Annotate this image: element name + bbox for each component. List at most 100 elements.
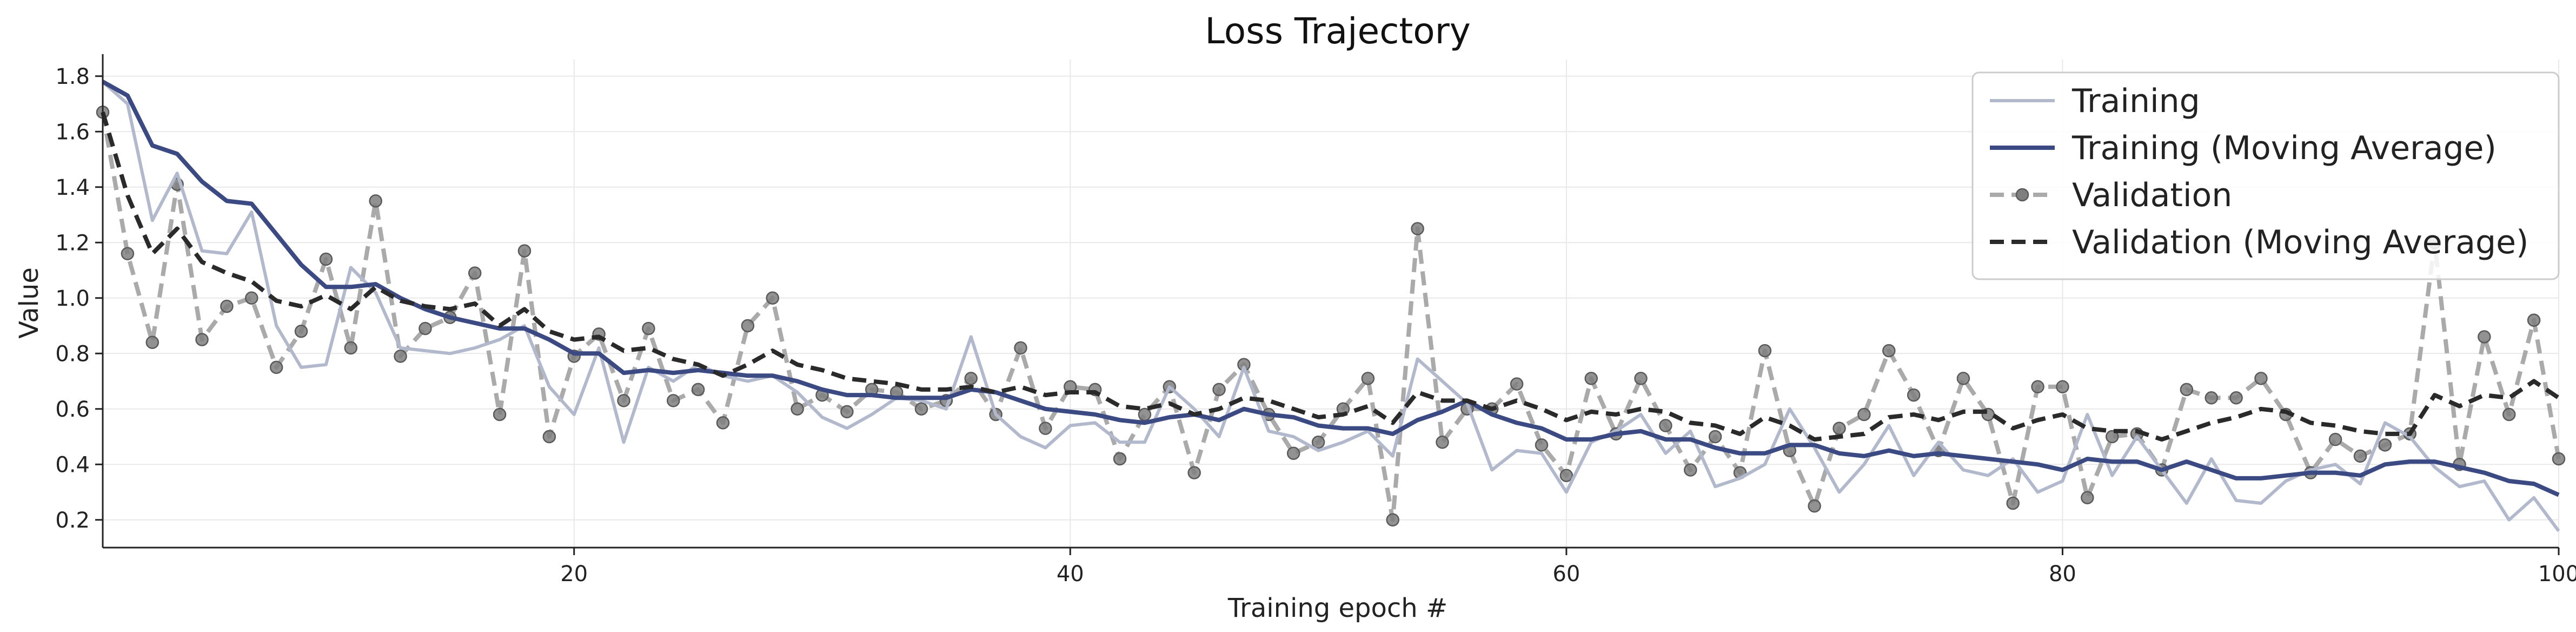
- validation-point-18: [517, 244, 532, 258]
- y-tick-label-0.2: 0.2: [55, 508, 90, 533]
- validation-point-81: [2081, 491, 2094, 504]
- y-tick-label-1.2: 1.2: [55, 231, 90, 255]
- series-layer: [96, 80, 2566, 532]
- validation-point-92: [2353, 449, 2367, 463]
- y-tick-label-1.6: 1.6: [55, 120, 90, 144]
- validation-point-66: [1708, 430, 1722, 444]
- validation-point-28: [766, 291, 779, 305]
- validation-point-17: [493, 407, 507, 422]
- validation-point-99: [2527, 313, 2541, 327]
- validation-point-13: [394, 350, 407, 363]
- validation-point-23: [642, 321, 655, 335]
- legend-label-validation: Validation: [2072, 176, 2232, 214]
- y-tick-label-1.8: 1.8: [55, 64, 90, 89]
- validation-point-55: [1436, 436, 1449, 449]
- series-training: [102, 80, 2560, 532]
- validation-point-42: [1113, 452, 1127, 466]
- validation-point-52: [1361, 372, 1375, 385]
- x-tick-label-80: 80: [2049, 562, 2076, 587]
- validation-point-91: [2328, 432, 2342, 446]
- x-tick-label-40: 40: [1057, 562, 1084, 587]
- validation-point-98: [2502, 407, 2516, 422]
- validation-point-34: [914, 402, 928, 416]
- legend-label-validation-moving-average: Validation (Moving Average): [2072, 223, 2528, 261]
- validation-point-12: [369, 194, 382, 208]
- validation-point-74: [1907, 388, 1921, 402]
- validation-point-38: [1014, 341, 1027, 355]
- legend-box: [1971, 71, 2560, 280]
- chart-title: Loss Trajectory: [1205, 10, 1471, 52]
- axes: [102, 54, 2559, 549]
- validation-point-31: [840, 405, 854, 419]
- validation-point-65: [1683, 463, 1697, 477]
- validation-point-63: [1634, 372, 1648, 385]
- validation-point-5: [195, 333, 209, 346]
- validation-point-79: [2031, 380, 2044, 393]
- validation-point-25: [691, 383, 705, 397]
- y-tick-label-0.6: 0.6: [55, 397, 90, 422]
- validation-point-9: [294, 325, 308, 338]
- validation-point-27: [741, 319, 755, 333]
- validation-point-14: [419, 321, 432, 335]
- series-line-training: [102, 80, 2560, 532]
- validation-point-58: [1510, 377, 1524, 391]
- validation-point-97: [2478, 330, 2491, 344]
- validation-point-36: [964, 372, 978, 385]
- y-tick-label-1.0: 1.0: [55, 286, 90, 311]
- series-line-training-moving-average: [102, 80, 2560, 497]
- validation-point-26: [716, 416, 730, 430]
- validation-point-93: [2378, 438, 2392, 452]
- validation-point-72: [1857, 407, 1871, 422]
- validation-point-39: [1039, 422, 1052, 435]
- validation-point-68: [1758, 344, 1772, 358]
- validation-point-50: [1311, 436, 1325, 449]
- validation-point-80: [2056, 380, 2069, 393]
- validation-point-7: [245, 291, 258, 305]
- validation-point-43: [1138, 407, 1152, 422]
- validation-point-10: [319, 252, 333, 266]
- validation-point-16: [468, 266, 482, 280]
- x-tick-label-60: 60: [1552, 562, 1580, 587]
- x-tick-label-100: 100: [2538, 562, 2576, 587]
- validation-point-82: [2105, 430, 2119, 444]
- validation-point-59: [1535, 438, 1549, 452]
- validation-point-64: [1659, 419, 1672, 432]
- validation-point-76: [1956, 372, 1970, 385]
- validation-point-11: [344, 341, 358, 355]
- legend-entry-training: Training: [1990, 82, 2200, 120]
- validation-point-88: [2254, 372, 2268, 385]
- validation-point-46: [1212, 383, 1226, 397]
- legend-label-training-moving-average: Training (Moving Average): [2072, 129, 2497, 167]
- validation-point-19: [542, 430, 556, 444]
- validation-point-45: [1187, 466, 1201, 479]
- validation-point-87: [2229, 391, 2243, 405]
- series-training-moving-average: [102, 80, 2560, 497]
- legend: Training Training (Moving Average) Validat…: [1971, 71, 2560, 280]
- validation-point-29: [791, 402, 804, 416]
- y-tick-label-1.4: 1.4: [55, 175, 90, 200]
- x-tick-label-20: 20: [560, 562, 588, 587]
- validation-point-22: [617, 394, 630, 407]
- validation-point-3: [145, 335, 160, 349]
- validation-point-6: [220, 299, 234, 313]
- y-axis-ticks: 0.2 0.4 0.6 0.8 1.0 1.2 1.4 1.6 1.8: [55, 64, 103, 533]
- legend-label-training: Training: [2072, 82, 2200, 120]
- legend-entry-validation: Validation: [1990, 176, 2232, 214]
- validation-point-70: [1808, 499, 1821, 513]
- validation-point-100: [2552, 452, 2566, 466]
- validation-point-60: [1559, 469, 1574, 482]
- validation-point-61: [1584, 372, 1598, 385]
- legend-entry-training-moving-average: Training (Moving Average): [1990, 129, 2497, 167]
- x-axis-ticks: 20 40 60 80 100: [560, 548, 2576, 587]
- validation-point-85: [2180, 383, 2194, 397]
- validation-point-73: [1882, 344, 1896, 358]
- validation-point-71: [1833, 422, 1846, 435]
- legend-entry-validation-moving-average: Validation (Moving Average): [1990, 223, 2528, 261]
- validation-point-2: [121, 247, 135, 260]
- validation-point-24: [666, 394, 680, 407]
- validation-point-78: [2006, 496, 2020, 510]
- validation-point-86: [2205, 391, 2218, 405]
- validation-point-8: [269, 360, 283, 374]
